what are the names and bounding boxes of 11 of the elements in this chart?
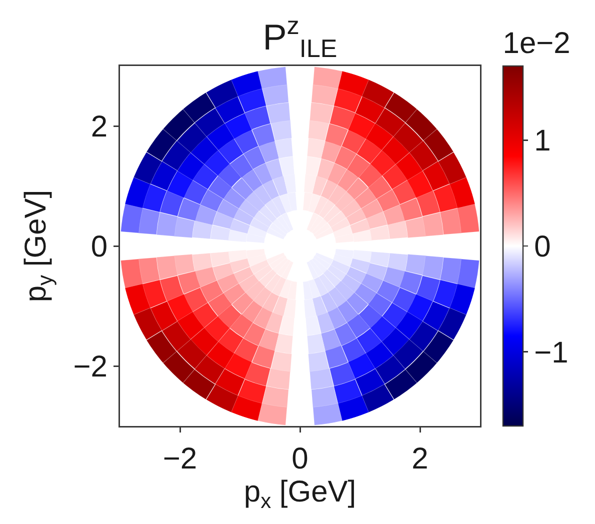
y-tick-label: 2 (90, 110, 108, 144)
x-tick-label: 2 (412, 442, 428, 476)
y-tick-label: 0 (90, 230, 108, 264)
color-bar-label: 1 (534, 124, 551, 158)
color-bar-label: −1 (534, 336, 568, 370)
x-tick-label: 0 (292, 442, 308, 476)
color-bar-label: 0 (534, 230, 551, 264)
y-tick-label: −2 (73, 350, 108, 384)
x-tick-label: −2 (162, 442, 198, 476)
color-bar-title: 1e−2 (502, 26, 570, 60)
x-axis-title: p$_{x}$ [GeV] (244, 476, 356, 513)
